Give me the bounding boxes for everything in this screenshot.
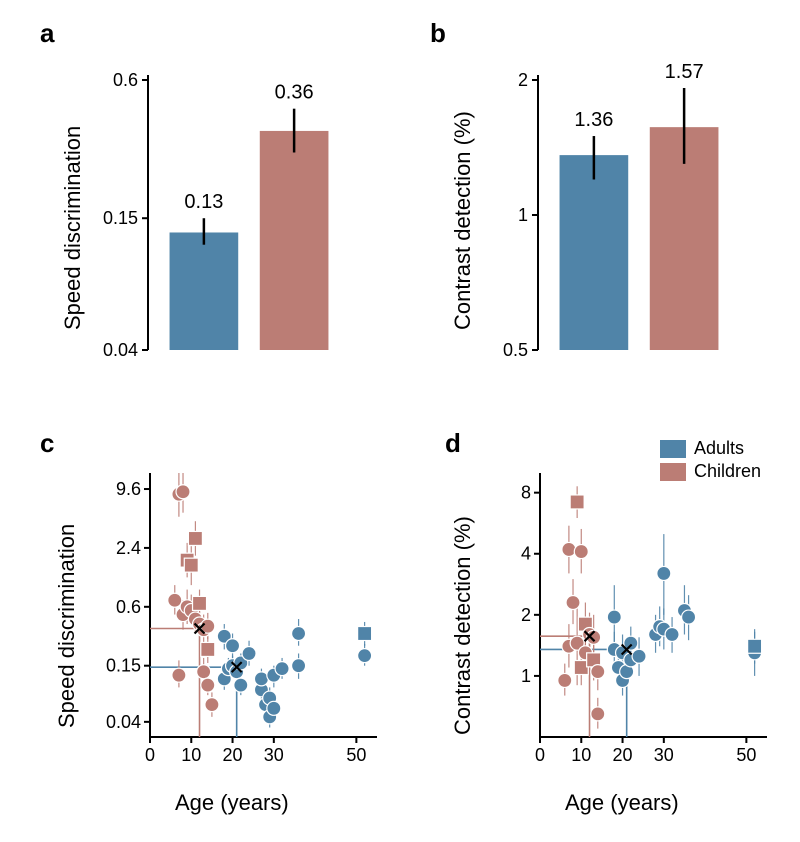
legend-item-children: Children (660, 461, 761, 482)
ylabel-b: Contrast detection (%) (450, 111, 476, 330)
legend-swatch-adults (660, 440, 686, 458)
ylabel-c: Speed discrimination (54, 524, 80, 728)
ylabel-d: Contrast detection (%) (450, 516, 476, 735)
svg-text:0.5: 0.5 (503, 340, 528, 360)
svg-text:1: 1 (518, 205, 528, 225)
legend-item-adults: Adults (660, 438, 761, 459)
legend-swatch-children (660, 463, 686, 481)
svg-text:2: 2 (521, 605, 531, 625)
svg-text:0.13: 0.13 (184, 191, 223, 213)
ylabel-a: Speed discrimination (60, 126, 86, 330)
svg-text:0.6: 0.6 (113, 70, 138, 90)
panel-label-b: b (430, 18, 446, 49)
svg-text:0: 0 (145, 745, 155, 765)
svg-text:20: 20 (223, 745, 243, 765)
svg-text:1: 1 (521, 666, 531, 686)
svg-text:10: 10 (181, 745, 201, 765)
svg-text:1.36: 1.36 (574, 109, 613, 131)
svg-text:0.15: 0.15 (106, 656, 141, 676)
svg-text:1.57: 1.57 (665, 61, 704, 83)
svg-text:10: 10 (571, 745, 591, 765)
svg-text:0.36: 0.36 (275, 82, 314, 104)
svg-text:50: 50 (346, 745, 366, 765)
panel-label-d: d (445, 428, 461, 459)
scatter-chart-c: 0.04 0.15 0.6 2.4 9.6 0 10 20 30 50 (100, 455, 385, 785)
svg-text:8: 8 (521, 483, 531, 503)
svg-text:30: 30 (264, 745, 284, 765)
xlabel-d: Age (years) (565, 790, 679, 816)
legend: Adults Children (660, 438, 761, 484)
svg-text:2: 2 (518, 70, 528, 90)
legend-label-children: Children (694, 461, 761, 482)
svg-text:4: 4 (521, 544, 531, 564)
bar-chart-b: 0.5 1 2 1.36 1.57 (490, 50, 750, 370)
panel-label-a: a (40, 18, 54, 49)
figure: a Speed discrimination 0.040.150.60.130.… (0, 0, 800, 842)
svg-text:0: 0 (535, 745, 545, 765)
svg-text:0.6: 0.6 (116, 597, 141, 617)
legend-label-adults: Adults (694, 438, 744, 459)
svg-text:50: 50 (736, 745, 756, 765)
svg-text:0.15: 0.15 (103, 208, 138, 228)
panel-label-c: c (40, 428, 54, 459)
svg-text:20: 20 (613, 745, 633, 765)
xlabel-c: Age (years) (175, 790, 289, 816)
svg-text:0.04: 0.04 (106, 712, 141, 732)
svg-text:0.04: 0.04 (103, 340, 138, 360)
scatter-chart-d: 1 2 4 8 0 10 20 30 50 (490, 455, 775, 785)
svg-text:2.4: 2.4 (116, 538, 141, 558)
bar-chart-a: 0.04 0.15 0.6 0.13 0.36 (100, 50, 360, 370)
svg-text:30: 30 (654, 745, 674, 765)
svg-text:9.6: 9.6 (116, 479, 141, 499)
